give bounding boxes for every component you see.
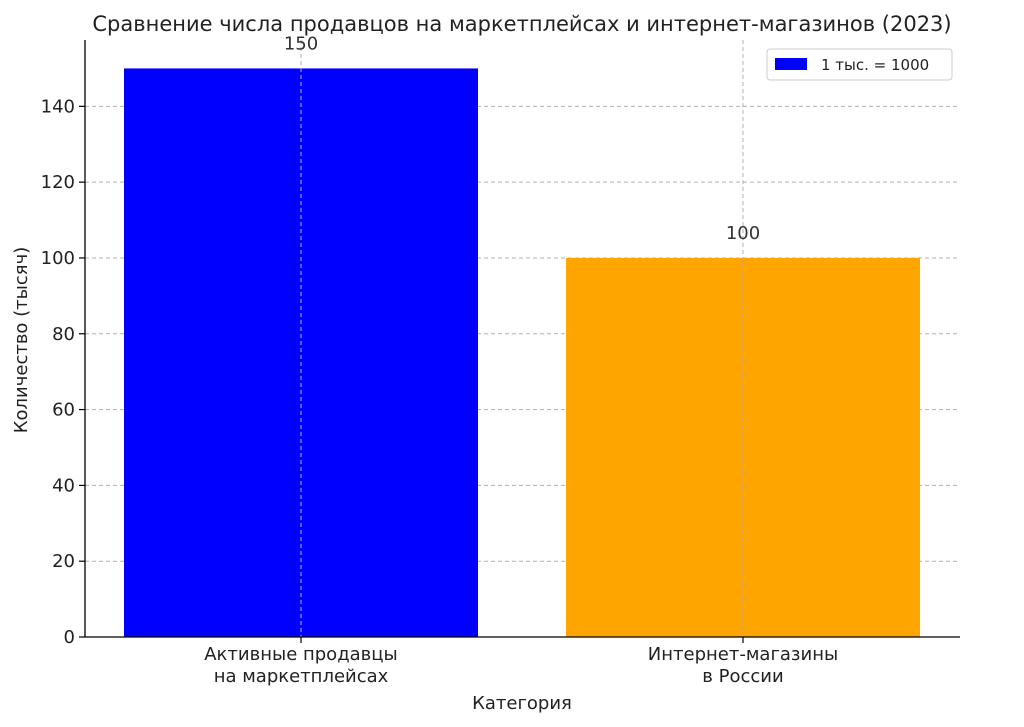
x-axis-label: Категория	[472, 693, 572, 714]
value-labels: 150 100	[284, 33, 760, 244]
y-axis-ticks: 0 20 40 60 80 100 120 140	[41, 96, 85, 648]
value-label: 100	[726, 223, 760, 244]
y-axis-label: Количество (тысяч)	[11, 247, 32, 434]
y-tick-label: 20	[52, 551, 75, 572]
chart-title: Сравнение числа продавцов на маркетплейс…	[92, 12, 951, 36]
y-tick-label: 40	[52, 475, 75, 496]
y-tick-label: 0	[64, 627, 75, 648]
legend-label: 1 тыс. = 1000	[821, 56, 929, 74]
y-tick-label: 100	[41, 248, 75, 269]
y-tick-label: 80	[52, 324, 75, 345]
y-tick-label: 140	[41, 96, 75, 117]
vertical-grid-lines	[300, 40, 744, 637]
legend-frame	[766, 48, 953, 81]
x-axis-ticks: Активные продавцы на маркетплейсах Интерне…	[204, 637, 838, 687]
value-label: 150	[284, 33, 318, 54]
x-tick-label: Интернет-магазины в России	[648, 644, 838, 687]
y-tick-label: 60	[52, 400, 75, 421]
legend: 1 тыс. = 1000	[766, 48, 953, 81]
bar	[124, 68, 478, 637]
legend-swatch	[775, 58, 807, 70]
y-tick-label: 120	[41, 172, 75, 193]
bars	[124, 68, 920, 637]
x-tick-label: Активные продавцы на маркетплейсах	[204, 644, 398, 687]
